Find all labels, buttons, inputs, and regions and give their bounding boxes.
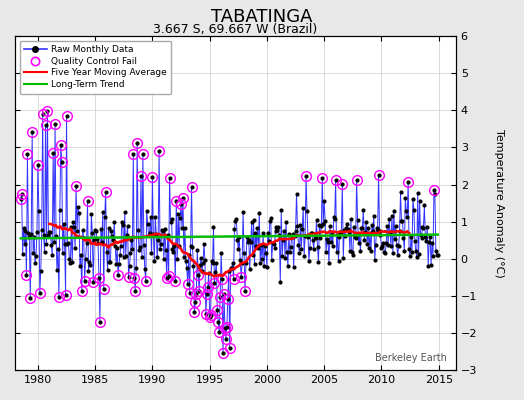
Y-axis label: Temperature Anomaly (°C): Temperature Anomaly (°C) xyxy=(494,129,504,278)
Title: 3.667 S, 69.667 W (Brazil): 3.667 S, 69.667 W (Brazil) xyxy=(154,23,318,36)
Text: TABATINGA: TABATINGA xyxy=(211,8,313,26)
Text: Berkeley Earth: Berkeley Earth xyxy=(375,354,447,364)
Legend: Raw Monthly Data, Quality Control Fail, Five Year Moving Average, Long-Term Tren: Raw Monthly Data, Quality Control Fail, … xyxy=(19,40,171,94)
